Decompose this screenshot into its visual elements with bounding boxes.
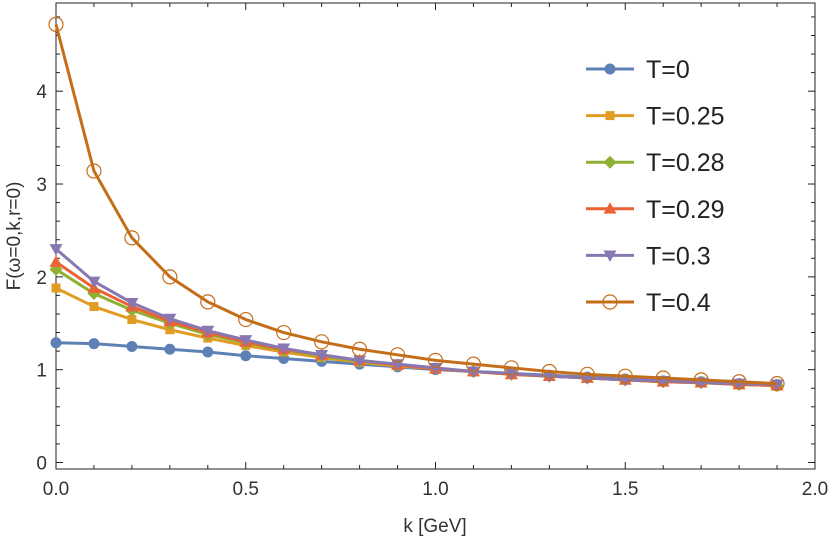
legend-marker bbox=[603, 155, 617, 169]
data-point bbox=[542, 371, 556, 383]
data-point bbox=[655, 370, 671, 386]
data-point bbox=[541, 363, 557, 380]
data-point bbox=[579, 366, 595, 382]
y-tick-label: 2 bbox=[36, 268, 47, 289]
legend-label: T=0.3 bbox=[646, 242, 711, 270]
data-point bbox=[315, 349, 329, 362]
data-point bbox=[352, 341, 368, 357]
legend-label: T=0.25 bbox=[646, 103, 725, 131]
data-point bbox=[164, 343, 176, 355]
data-point bbox=[89, 302, 99, 312]
data-point bbox=[314, 334, 330, 350]
data-point bbox=[466, 366, 480, 379]
legend: T=0 T=0.25 T=0.28 T=0.29 T=0.3 T=0.4 bbox=[586, 56, 725, 317]
data-point bbox=[769, 375, 785, 392]
data-point bbox=[427, 352, 444, 368]
legend-label: T=0.28 bbox=[646, 149, 725, 177]
data-point bbox=[429, 362, 442, 375]
legend-item: T=0.4 bbox=[586, 289, 711, 317]
data-point bbox=[49, 244, 63, 256]
series-t-0-4 bbox=[48, 16, 785, 392]
y-axis-ticks: 0 1 2 3 4 bbox=[36, 16, 815, 475]
legend-item: T=0.29 bbox=[586, 196, 725, 224]
data-point bbox=[580, 373, 594, 385]
data-point bbox=[200, 294, 216, 310]
data-point bbox=[127, 315, 137, 325]
data-point bbox=[391, 359, 405, 371]
data-point bbox=[50, 337, 62, 349]
legend-marker bbox=[603, 202, 617, 214]
legend-item: T=0.3 bbox=[586, 242, 711, 270]
data-point bbox=[125, 297, 139, 310]
y-tick-label: 3 bbox=[36, 175, 47, 196]
y-axis-title: F(ω=0,k,r=0) bbox=[4, 182, 25, 291]
plot-frame bbox=[55, 2, 816, 470]
data-point bbox=[618, 375, 632, 387]
data-point bbox=[126, 340, 138, 352]
series-layer bbox=[48, 16, 785, 392]
x-axis-ticks: 0.0 0.5 1.0 1.5 2.0 bbox=[43, 3, 828, 500]
legend-label: T=0 bbox=[646, 56, 690, 84]
data-point bbox=[240, 350, 252, 362]
x-tick-label: 0.0 bbox=[43, 479, 69, 500]
data-point bbox=[163, 313, 177, 326]
data-point bbox=[503, 360, 519, 376]
legend-item: T=0 bbox=[586, 56, 690, 84]
legend-item: T=0.28 bbox=[586, 149, 725, 177]
data-point bbox=[353, 355, 367, 367]
legend-marker bbox=[603, 250, 617, 262]
series-t-0-29 bbox=[49, 255, 784, 391]
legend-marker bbox=[605, 111, 615, 121]
data-point bbox=[88, 338, 100, 350]
data-point bbox=[49, 255, 63, 267]
data-point bbox=[389, 347, 406, 363]
data-point bbox=[465, 356, 482, 372]
data-point bbox=[693, 372, 709, 388]
y-tick-label: 0 bbox=[36, 454, 47, 475]
y-tick-label: 1 bbox=[36, 361, 47, 382]
data-point bbox=[202, 346, 214, 358]
data-point bbox=[87, 276, 101, 288]
data-point bbox=[124, 230, 140, 246]
data-point bbox=[731, 374, 747, 390]
data-point bbox=[86, 163, 102, 179]
legend-marker bbox=[602, 294, 618, 310]
data-point bbox=[617, 368, 633, 384]
data-point bbox=[201, 325, 215, 338]
data-point bbox=[238, 311, 254, 328]
data-point bbox=[276, 324, 292, 341]
x-tick-label: 1.5 bbox=[612, 479, 638, 500]
data-point bbox=[162, 269, 178, 285]
x-axis-title: k [GeV] bbox=[403, 516, 466, 537]
legend-label: T=0.4 bbox=[646, 289, 711, 317]
data-point bbox=[48, 16, 64, 32]
data-point bbox=[51, 283, 61, 293]
x-tick-label: 2.0 bbox=[802, 479, 828, 500]
y-tick-label: 4 bbox=[36, 82, 47, 103]
data-point bbox=[504, 368, 518, 380]
legend-marker bbox=[604, 63, 616, 75]
x-tick-label: 0.5 bbox=[233, 479, 259, 500]
legend-label: T=0.29 bbox=[646, 196, 725, 224]
legend-item: T=0.25 bbox=[586, 103, 725, 131]
x-tick-label: 1.0 bbox=[422, 479, 448, 500]
data-point bbox=[277, 343, 291, 355]
data-point bbox=[239, 335, 253, 347]
